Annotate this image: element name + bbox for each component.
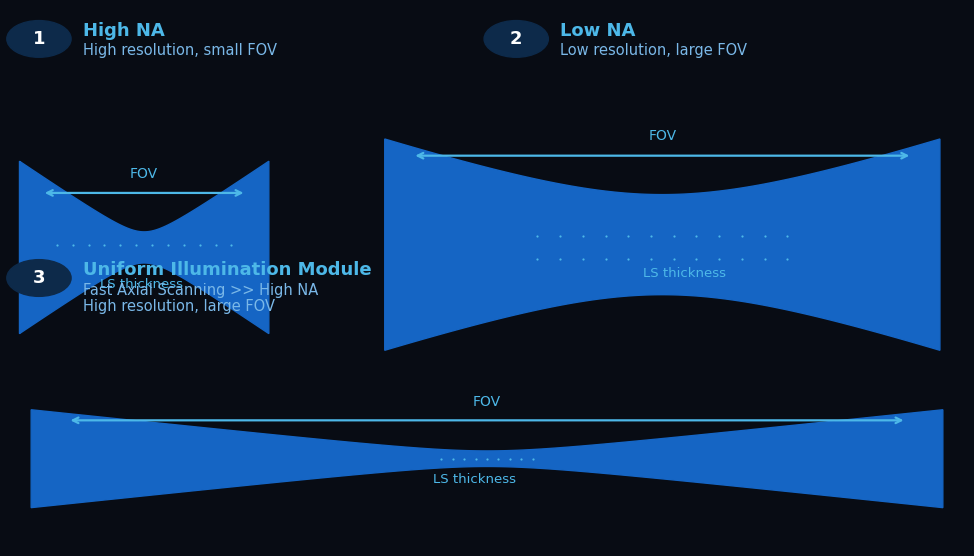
Text: LS thickness: LS thickness	[433, 473, 516, 485]
Point	[575, 232, 590, 241]
Text: High resolution, small FOV: High resolution, small FOV	[83, 43, 277, 57]
Point	[779, 254, 795, 263]
Text: FOV: FOV	[649, 130, 676, 143]
Point	[757, 232, 772, 241]
Circle shape	[484, 21, 548, 57]
Point	[513, 454, 529, 463]
Point	[711, 232, 727, 241]
Point	[643, 254, 658, 263]
Text: Low resolution, large FOV: Low resolution, large FOV	[560, 43, 747, 57]
Point	[620, 254, 636, 263]
Circle shape	[7, 260, 71, 296]
Text: LS thickness: LS thickness	[100, 278, 183, 291]
Point	[207, 240, 223, 249]
Point	[552, 254, 568, 263]
Text: High NA: High NA	[83, 22, 165, 39]
Point	[530, 254, 545, 263]
Point	[734, 254, 750, 263]
Point	[176, 240, 192, 249]
Point	[734, 232, 750, 241]
Point	[224, 240, 240, 249]
Text: 1: 1	[33, 30, 45, 48]
Polygon shape	[31, 410, 943, 508]
Text: Uniform Illumination Module: Uniform Illumination Module	[83, 261, 371, 279]
Point	[129, 240, 144, 249]
Point	[643, 232, 658, 241]
Point	[433, 454, 449, 463]
Text: High resolution, large FOV: High resolution, large FOV	[83, 300, 275, 314]
Point	[81, 240, 96, 249]
Point	[620, 232, 636, 241]
Point	[779, 232, 795, 241]
Point	[445, 454, 461, 463]
Point	[457, 454, 472, 463]
Point	[757, 254, 772, 263]
Point	[96, 240, 112, 249]
Text: Fast Axial Scanning >> High NA: Fast Axial Scanning >> High NA	[83, 283, 318, 297]
Point	[479, 454, 495, 463]
Circle shape	[7, 21, 71, 57]
Point	[598, 232, 614, 241]
Polygon shape	[385, 139, 940, 350]
Point	[65, 240, 81, 249]
Point	[711, 254, 727, 263]
Point	[49, 240, 64, 249]
Text: 2: 2	[510, 30, 522, 48]
Point	[552, 232, 568, 241]
Point	[525, 454, 541, 463]
Point	[144, 240, 160, 249]
Point	[491, 454, 506, 463]
Point	[530, 232, 545, 241]
Point	[160, 240, 175, 249]
Point	[113, 240, 129, 249]
Point	[502, 454, 517, 463]
Point	[192, 240, 207, 249]
Text: 3: 3	[33, 269, 45, 287]
Point	[468, 454, 483, 463]
Point	[575, 254, 590, 263]
Point	[689, 254, 704, 263]
Text: LS thickness: LS thickness	[643, 267, 726, 280]
Polygon shape	[19, 161, 269, 334]
Point	[666, 232, 682, 241]
Point	[689, 232, 704, 241]
Point	[666, 254, 682, 263]
Text: FOV: FOV	[473, 395, 501, 409]
Text: Low NA: Low NA	[560, 22, 635, 39]
Text: FOV: FOV	[131, 167, 158, 181]
Point	[598, 254, 614, 263]
